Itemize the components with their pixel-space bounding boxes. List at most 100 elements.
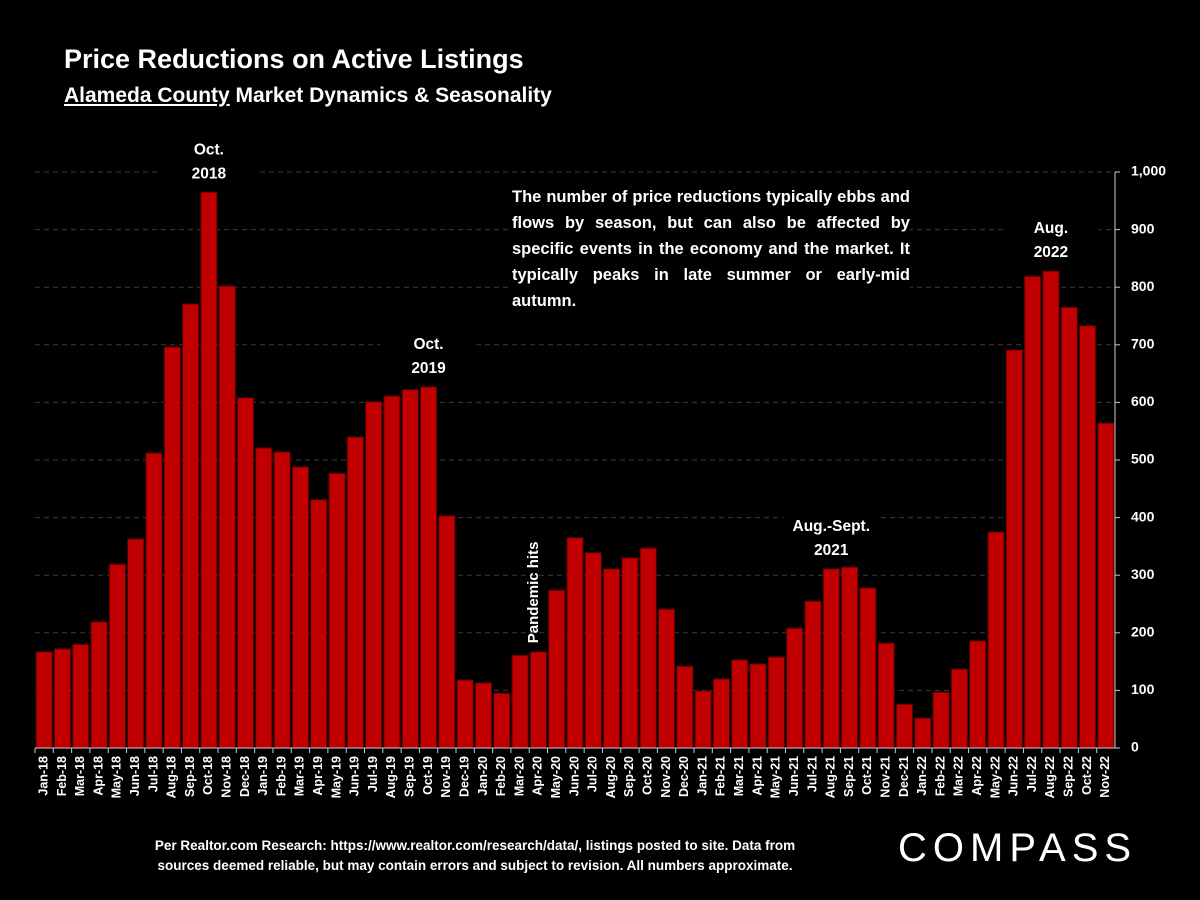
x-tick-label: Nov-18 — [220, 756, 234, 798]
x-tick-label: Jul-18 — [146, 756, 160, 792]
y-tick-label: 900 — [1131, 220, 1155, 236]
bar — [621, 557, 639, 749]
bar — [950, 668, 968, 749]
bar — [1042, 270, 1060, 749]
x-tick-label: Oct-19 — [421, 756, 435, 795]
x-tick-label: Nov-22 — [1098, 756, 1112, 798]
bar — [163, 346, 181, 749]
bar — [767, 656, 785, 749]
bar — [987, 531, 1005, 749]
annotation-bg — [160, 138, 257, 163]
bar — [310, 499, 328, 749]
x-tick-label: Aug-21 — [824, 756, 838, 798]
x-tick-label: Sep-20 — [622, 756, 636, 797]
chart-title: Price Reductions on Active Listings — [64, 44, 524, 74]
x-tick-label: May-18 — [110, 756, 124, 798]
x-tick-label: Jun-18 — [128, 756, 142, 796]
bar — [420, 386, 438, 749]
bar — [401, 389, 419, 749]
x-tick-label: Mar-18 — [73, 756, 87, 796]
x-tick-label: Jun-19 — [348, 756, 362, 796]
bar — [456, 679, 474, 749]
annotation: 2021 — [814, 542, 849, 559]
x-tick-label: Oct-20 — [641, 756, 655, 795]
bar — [182, 303, 200, 749]
x-tick-label: Nov-21 — [878, 756, 892, 798]
x-tick-label: Jan-18 — [36, 756, 50, 796]
x-tick-label: Aug-22 — [1043, 756, 1057, 798]
x-tick-label: Jul-20 — [586, 756, 600, 792]
x-tick-label: Oct-21 — [860, 756, 874, 795]
annotation-bg — [160, 162, 257, 187]
bar — [365, 401, 383, 749]
bar — [346, 436, 364, 749]
x-tick-label: Mar-21 — [732, 756, 746, 796]
x-tick-label: May-19 — [329, 756, 343, 798]
note: The number of price reductions typically… — [512, 184, 910, 314]
x-tick-label: Feb-20 — [494, 756, 508, 796]
y-tick-label: 300 — [1131, 566, 1155, 582]
x-tick-label: Nov-19 — [439, 756, 453, 798]
bar — [603, 568, 621, 749]
footer-line: sources deemed reliable, but may contain… — [157, 858, 793, 873]
x-tick-label: Jul-22 — [1025, 756, 1039, 792]
annotation: Oct. — [194, 141, 224, 158]
x-tick-label: May-20 — [549, 756, 563, 798]
x-tick-label: Feb-21 — [714, 756, 728, 796]
x-tick-label: Apr-18 — [91, 756, 105, 796]
bar — [694, 690, 712, 749]
bar — [804, 600, 822, 749]
x-tick-label: Oct-22 — [1080, 756, 1094, 795]
bar — [108, 563, 126, 749]
chart-subtitle: Alameda County Market Dynamics & Seasona… — [64, 84, 552, 108]
annotation: 2018 — [192, 165, 227, 182]
x-tick-label: Dec-18 — [238, 756, 252, 797]
x-tick-label: Mar-19 — [293, 756, 307, 796]
bar — [731, 659, 749, 749]
annotation-bg — [380, 356, 477, 381]
x-tick-label: Jan-20 — [476, 756, 490, 796]
annotation: 2019 — [411, 360, 446, 377]
x-tick-label: Jun-21 — [787, 756, 801, 796]
x-tick-label: Jan-21 — [695, 756, 709, 796]
annotation-bg — [783, 514, 880, 539]
bar — [1097, 422, 1115, 749]
bar — [35, 651, 53, 749]
x-tick-label: Mar-22 — [952, 756, 966, 796]
x-tick-label: Jun-22 — [1007, 756, 1021, 796]
x-tick-label: Oct-18 — [201, 756, 215, 795]
annotation: Aug. — [1034, 220, 1068, 237]
bar — [895, 703, 914, 749]
bar — [90, 621, 108, 749]
bar — [72, 643, 90, 749]
x-tick-label: Aug-19 — [384, 756, 398, 798]
x-tick-label: Feb-19 — [274, 756, 288, 796]
x-tick-label: Jun-20 — [567, 756, 581, 796]
x-tick-label: Dec-20 — [677, 756, 691, 797]
bar — [291, 466, 309, 749]
bar — [1024, 275, 1042, 749]
bar — [566, 537, 584, 749]
y-tick-label: 100 — [1131, 681, 1155, 697]
bar — [914, 717, 932, 749]
y-tick-label: 1,000 — [1131, 163, 1166, 179]
subtitle-county: Alameda County — [64, 84, 230, 107]
x-tick-label: Sep-18 — [183, 756, 197, 797]
annotation: 2022 — [1034, 244, 1068, 261]
annotation-bg — [1002, 241, 1099, 266]
bar — [1060, 306, 1078, 749]
bar — [53, 648, 72, 749]
bar — [1078, 325, 1097, 749]
x-tick-label: Jan-22 — [915, 756, 929, 796]
y-tick-label: 800 — [1131, 278, 1155, 294]
x-tick-label: Apr-20 — [531, 756, 545, 796]
y-tick-label: 200 — [1131, 624, 1155, 640]
bar — [145, 452, 163, 749]
bar — [877, 642, 895, 749]
bar — [639, 547, 657, 749]
x-tick-label: Sep-22 — [1062, 756, 1076, 797]
bar — [657, 608, 676, 749]
bar — [383, 395, 401, 749]
bar — [1005, 349, 1023, 749]
